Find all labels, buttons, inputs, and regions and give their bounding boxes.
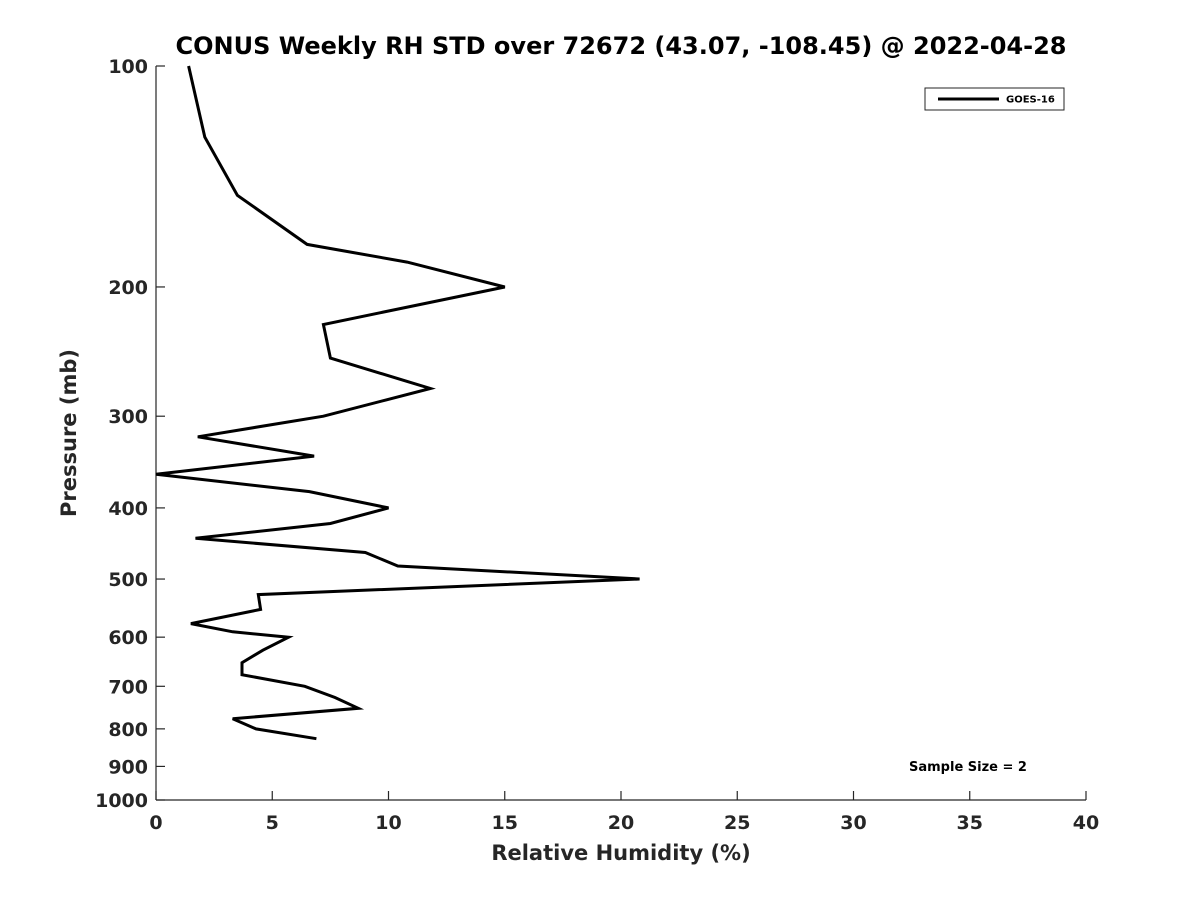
- x-axis-ticks: 0 5 10 15 20 25 30 35 40: [149, 791, 1099, 834]
- y-tick-label: 400: [108, 498, 148, 520]
- y-axis-ticks: 100 200 300 400 500 600 700 800 900 1000: [95, 56, 165, 812]
- y-tick-label: 700: [108, 676, 148, 698]
- legend: GOES-16: [924, 87, 1065, 111]
- y-tick-label: 1000: [95, 790, 148, 812]
- y-axis-label: Pressure (mb): [57, 349, 81, 517]
- x-tick-label: 40: [1073, 812, 1099, 834]
- y-tick-label: 500: [108, 569, 148, 591]
- x-tick-label: 30: [840, 812, 866, 834]
- x-tick-label: 25: [724, 812, 750, 834]
- chart-title: CONUS Weekly RH STD over 72672 (43.07, -…: [175, 32, 1066, 60]
- x-axis-label: Relative Humidity (%): [491, 841, 750, 865]
- x-tick-label: 10: [375, 812, 401, 834]
- y-tick-label: 600: [108, 627, 148, 649]
- x-tick-label: 35: [957, 812, 983, 834]
- x-tick-label: 5: [266, 812, 279, 834]
- series-line-goes-16: [155, 65, 640, 741]
- x-tick-label: 20: [608, 812, 634, 834]
- axes: [155, 66, 1086, 801]
- series-layer: [155, 65, 640, 741]
- y-tick-label: 800: [108, 719, 148, 741]
- y-tick-label: 900: [108, 756, 148, 778]
- sample-size-annotation: Sample Size = 2: [909, 760, 1027, 775]
- x-tick-label: 15: [492, 812, 518, 834]
- x-tick-label: 0: [149, 812, 162, 834]
- y-tick-label: 100: [108, 56, 148, 78]
- legend-label-goes-16: GOES-16: [1006, 95, 1055, 106]
- y-tick-label: 300: [108, 406, 148, 428]
- y-tick-label: 200: [108, 277, 148, 299]
